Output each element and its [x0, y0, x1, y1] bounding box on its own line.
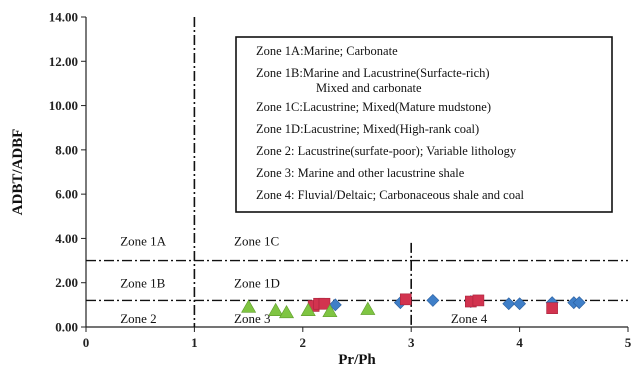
zone-label: Zone 3 — [234, 311, 270, 326]
square-marker — [399, 293, 412, 306]
zone-label: Zone 4 — [451, 311, 488, 326]
y-tick-label: 8.00 — [55, 142, 78, 157]
y-tick-label: 14.00 — [49, 10, 78, 25]
triangle-marker — [322, 303, 338, 318]
diamond-marker — [513, 297, 527, 311]
legend-entry: Zone 1D:Lacustrine; Mixed(High-rank coal… — [256, 122, 479, 136]
triangle-marker — [268, 302, 284, 316]
diamond-marker — [572, 296, 586, 310]
axes — [85, 17, 628, 328]
x-tick-label: 0 — [83, 335, 90, 350]
diamond-marker — [502, 297, 516, 311]
legend-entry: Zone 3: Marine and other lacustrine shal… — [256, 166, 465, 180]
triangle-marker — [241, 299, 257, 313]
legend-entry: Zone 4: Fluvial/Deltaic; Carbonaceous sh… — [256, 188, 524, 202]
legend-entry: Zone 1A:Marine; Carbonate — [256, 44, 398, 58]
square-marker — [318, 297, 331, 310]
x-tick-label: 5 — [625, 335, 632, 350]
x-axis-label: Pr/Ph — [338, 352, 376, 368]
x-tick-label: 3 — [408, 335, 415, 350]
legend-entry: Mixed and carbonate — [316, 81, 422, 95]
zone-label: Zone 1A — [120, 234, 166, 249]
legend-box — [235, 36, 613, 213]
data-points — [241, 293, 586, 319]
y-axis-ticks: 0.00 2.00 4.00 6.00 8.00 10.00 12.00 14.00 — [49, 10, 86, 335]
x-tick-label: 4 — [516, 335, 523, 350]
y-axis-label: ADBT/ADBF — [10, 129, 26, 216]
y-tick-label: 0.00 — [55, 320, 78, 335]
square-marker — [472, 294, 485, 307]
triangle-marker — [279, 305, 295, 319]
zone-label: Zone 1D — [234, 276, 280, 291]
diamond-marker — [328, 298, 342, 312]
legend-entry: Zone 2: Lacustrine(surfate-poor); Variab… — [256, 144, 517, 158]
x-tick-label: 1 — [191, 335, 198, 350]
y-tick-label: 4.00 — [55, 231, 78, 246]
x-axis-ticks: 0 1 2 3 4 5 — [83, 327, 632, 350]
x-tick-label: 2 — [300, 335, 307, 350]
y-tick-label: 12.00 — [49, 54, 78, 69]
zone-label: Zone 2 — [120, 311, 156, 326]
triangle-marker — [300, 302, 316, 316]
diamond-marker — [426, 294, 440, 307]
y-tick-label: 10.00 — [49, 98, 78, 113]
y-tick-label: 6.00 — [55, 187, 78, 202]
legend-entry: Zone 1C:Lacustrine; Mixed(Mature mudston… — [256, 100, 491, 114]
square-marker — [546, 302, 558, 314]
zone-boundaries — [86, 17, 628, 327]
zone-legend: Zone 1A:Marine; Carbonate Zone 1B:Marine … — [235, 36, 613, 213]
zone-label: Zone 1C — [234, 234, 279, 249]
y-tick-label: 2.00 — [55, 275, 78, 290]
zone-labels: Zone 1A Zone 1B Zone 2 Zone 1C Zone 1D Zone 3… — [120, 234, 488, 327]
triangle-marker — [360, 301, 376, 315]
zone-label: Zone 1B — [120, 276, 165, 291]
legend-entry: Zone 1B:Marine and Lacustrine(Surfacte-r… — [256, 66, 490, 80]
